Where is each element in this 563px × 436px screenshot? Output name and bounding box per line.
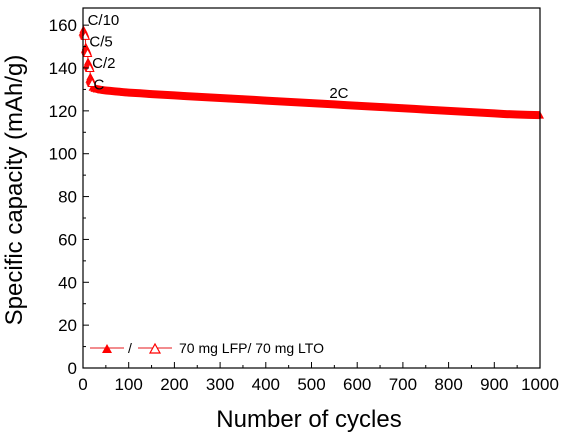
data-point-filled-triangle xyxy=(193,92,202,101)
data-point-filled-triangle xyxy=(136,89,145,97)
data-point-filled-triangle xyxy=(444,106,453,115)
y-tick-label: 120 xyxy=(49,102,77,121)
x-tick-label: 300 xyxy=(206,375,234,394)
x-axis-title: Number of cycles xyxy=(216,406,401,433)
data-point-filled-triangle xyxy=(92,85,101,93)
data-point-filled-triangle xyxy=(216,94,225,102)
rate-label: C/5 xyxy=(89,34,112,51)
data-point-filled-triangle xyxy=(433,106,442,114)
x-tick-label: 500 xyxy=(297,375,325,394)
data-point-filled-triangle xyxy=(181,92,190,100)
rate-annotations: C/10 C/5 C/2 C 2C xyxy=(88,12,349,102)
data-point-filled-triangle xyxy=(421,105,430,114)
x-tick-label: 400 xyxy=(252,375,280,394)
data-point-filled-triangle xyxy=(524,110,533,119)
data-point-filled-triangle xyxy=(124,88,133,97)
data-point-filled-triangle xyxy=(341,101,350,109)
rate-label: 2C xyxy=(329,85,348,102)
data-point-filled-triangle xyxy=(330,100,339,108)
data-point-filled-triangle xyxy=(261,96,270,105)
data-point-filled-triangle xyxy=(410,104,419,113)
legend-open-triangle-marker xyxy=(148,342,162,354)
y-tick-label: 80 xyxy=(58,188,77,207)
x-tick-label: 600 xyxy=(343,375,371,394)
rate-label: C xyxy=(94,76,105,93)
x-tick-label: 900 xyxy=(480,375,508,394)
data-point-filled-triangle xyxy=(284,97,293,106)
legend: / 70 mg LFP/ 70 mg LTO xyxy=(90,340,324,356)
legend-separator: / xyxy=(128,340,132,356)
data-point-filled-triangle xyxy=(387,103,396,112)
data-point-filled-triangle xyxy=(501,110,510,118)
data-point-filled-triangle xyxy=(318,99,327,108)
data-point-filled-triangle xyxy=(238,95,247,103)
data-point-filled-triangle xyxy=(296,98,305,106)
y-tick-label: 20 xyxy=(58,316,77,335)
y-tick-label: 100 xyxy=(49,145,77,164)
data-point-filled-triangle xyxy=(364,102,373,110)
legend-filled-triangle-marker xyxy=(102,344,112,353)
x-tick-label: 0 xyxy=(78,375,87,394)
plot-frame xyxy=(82,7,541,369)
rate-label: C/2 xyxy=(92,55,115,72)
data-point-filled-triangle xyxy=(147,90,156,98)
data-point-filled-triangle xyxy=(467,108,476,116)
y-tick-label: 60 xyxy=(58,230,77,249)
data-point-open-triangle xyxy=(82,47,93,57)
x-tick-label: 700 xyxy=(389,375,417,394)
x-axis-ticks: 0 100 200 300 400 500 600 700 800 900 1000 xyxy=(78,362,559,394)
data-point-filled-triangle xyxy=(227,94,236,103)
x-tick-label: 1000 xyxy=(521,375,559,394)
data-point-filled-triangle xyxy=(398,104,407,112)
y-axis-ticks: 0 20 40 60 80 100 120 140 160 xyxy=(49,16,89,378)
data-point-filled-triangle xyxy=(158,90,167,99)
data-point-filled-triangle xyxy=(273,97,282,105)
data-point-filled-triangle xyxy=(307,99,316,107)
y-tick-label: 0 xyxy=(68,359,77,378)
data-point-filled-triangle xyxy=(170,91,179,99)
data-point-filled-triangle xyxy=(513,110,522,118)
data-point-filled-triangle xyxy=(478,108,487,117)
data-point-filled-triangle xyxy=(250,95,259,104)
data-point-filled-triangle xyxy=(456,107,465,115)
y-tick-label: 40 xyxy=(58,273,77,292)
data-point-filled-triangle xyxy=(353,101,362,110)
rate-label: C/10 xyxy=(88,12,120,29)
data-point-open-triangle xyxy=(87,77,97,87)
x-tick-label: 200 xyxy=(160,375,188,394)
axes xyxy=(82,7,541,369)
y-axis-title: Specific capacity (mAh/g) xyxy=(1,55,28,326)
plot-area xyxy=(78,25,544,120)
x-tick-label: 800 xyxy=(434,375,462,394)
data-point-filled-triangle xyxy=(376,103,385,111)
y-tick-label: 140 xyxy=(49,59,77,78)
data-point-filled-triangle xyxy=(204,93,213,101)
y-tick-label: 160 xyxy=(49,16,77,35)
data-point-filled-triangle xyxy=(490,109,499,117)
x-tick-label: 100 xyxy=(115,375,143,394)
legend-label: 70 mg LFP/ 70 mg LTO xyxy=(179,340,324,356)
